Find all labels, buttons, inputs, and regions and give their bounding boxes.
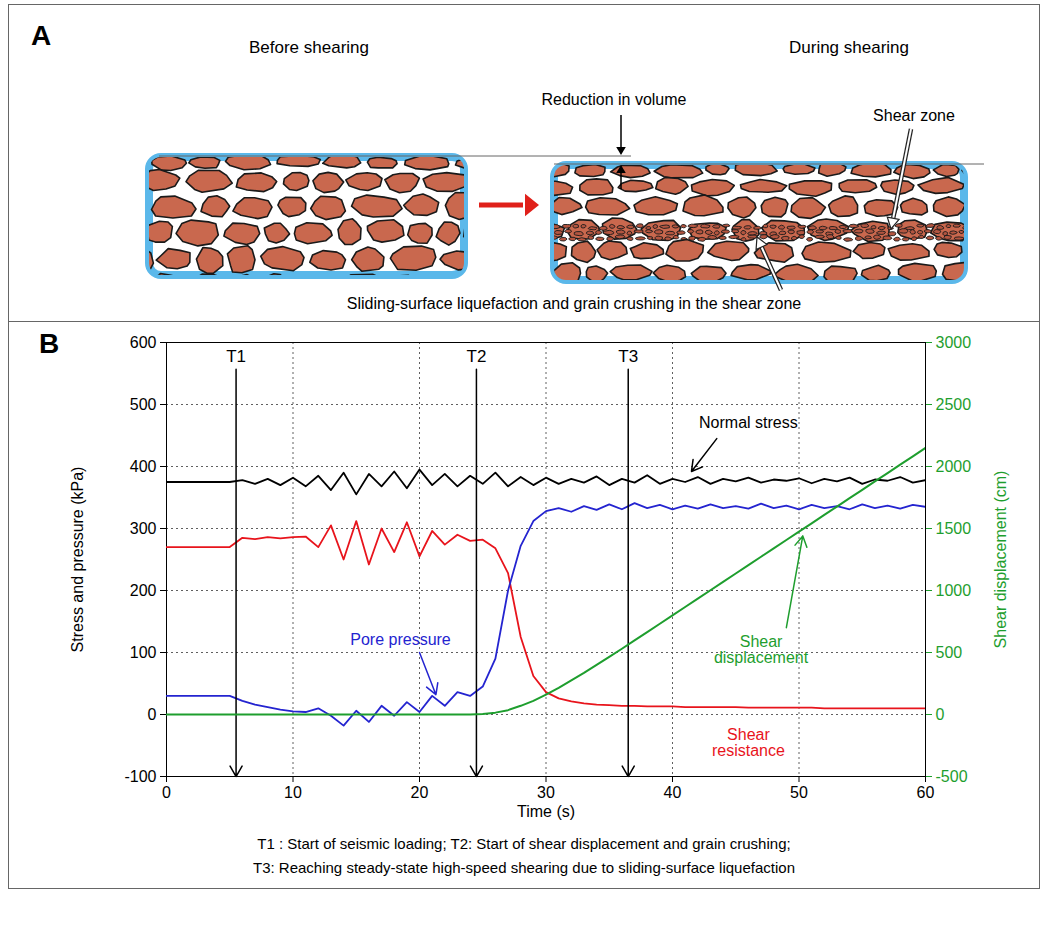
svg-text:Shear zone: Shear zone [873, 107, 955, 124]
svg-text:400: 400 [130, 458, 157, 475]
svg-text:100: 100 [130, 644, 157, 661]
svg-text:Reduction in volume: Reduction in volume [542, 91, 687, 108]
svg-text:0: 0 [148, 706, 157, 723]
svg-text:50: 50 [790, 784, 808, 801]
svg-text:A: A [31, 20, 51, 51]
svg-text:2500: 2500 [936, 396, 972, 413]
svg-text:Pore pressure: Pore pressure [350, 631, 451, 648]
svg-text:3000: 3000 [936, 334, 972, 351]
svg-text:Shear displacement (cm): Shear displacement (cm) [992, 471, 1009, 649]
svg-text:Shearresistance: Shearresistance [712, 726, 785, 759]
svg-text:Time (s): Time (s) [517, 803, 575, 820]
svg-text:500: 500 [130, 396, 157, 413]
svg-text:20: 20 [411, 784, 429, 801]
svg-text:10: 10 [284, 784, 302, 801]
svg-text:40: 40 [664, 784, 682, 801]
svg-text:-500: -500 [936, 768, 968, 785]
svg-text:T1: T1 [226, 347, 246, 366]
svg-text:-100: -100 [124, 768, 156, 785]
svg-text:30: 30 [537, 784, 555, 801]
svg-text:1000: 1000 [936, 582, 972, 599]
svg-text:0: 0 [936, 706, 945, 723]
svg-text:2000: 2000 [936, 458, 972, 475]
svg-text:During shearing: During shearing [789, 38, 909, 57]
svg-text:200: 200 [130, 582, 157, 599]
svg-text:600: 600 [130, 334, 157, 351]
svg-text:60: 60 [917, 784, 935, 801]
svg-text:Normal stress: Normal stress [699, 414, 798, 431]
html-text:T1 : Start of seismic loading;: T1 : Start of seismic loading; T2: Start… [257, 835, 791, 852]
svg-text:Stress and pressure (kPa): Stress and pressure (kPa) [69, 467, 86, 653]
html-text:B: B [39, 328, 60, 359]
svg-text:1500: 1500 [936, 520, 972, 537]
svg-text:Sliding-surface liquefaction a: Sliding-surface liquefaction and grain c… [347, 295, 802, 312]
svg-text:Sheardisplacement: Sheardisplacement [714, 633, 809, 666]
svg-text:Before shearing: Before shearing [249, 38, 369, 57]
svg-text:T2: T2 [467, 347, 487, 366]
html-text:T3: Reaching steady-state high: T3: Reaching steady-state high-speed she… [253, 859, 795, 876]
svg-text:T3: T3 [618, 347, 638, 366]
svg-text:300: 300 [130, 520, 157, 537]
svg-text:500: 500 [936, 644, 963, 661]
svg-text:0: 0 [162, 784, 171, 801]
